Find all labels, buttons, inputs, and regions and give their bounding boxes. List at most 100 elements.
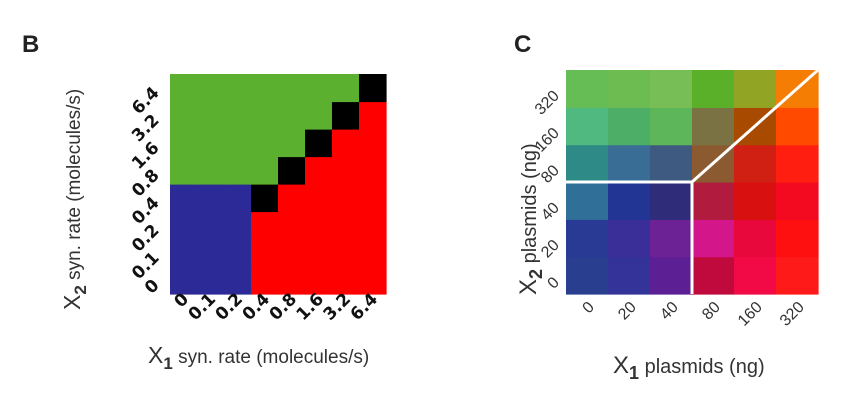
heatmap-c-cell xyxy=(692,107,735,146)
x-label-c-text: plasmids (ng) xyxy=(639,356,765,378)
heatmap-b-cell xyxy=(305,184,333,213)
heatmap-c-cell xyxy=(692,256,735,295)
heatmap-b-cell xyxy=(224,211,252,240)
heatmap-b-cell xyxy=(197,74,225,103)
x-label-b-text: syn. rate (molecules/s) xyxy=(173,347,369,368)
heatmap-c-cell xyxy=(608,70,651,108)
panel-letter-b: B xyxy=(22,31,39,58)
heatmap-c-cell xyxy=(608,219,651,258)
heatmap-c-cell xyxy=(776,144,819,183)
heatmap-b-cell xyxy=(251,129,279,158)
boundary-diagonal xyxy=(691,68,819,184)
heatmap-c-cell xyxy=(692,70,735,108)
heatmap-b-cell xyxy=(224,239,252,268)
heatmap-b-cell xyxy=(197,101,225,130)
panel-letter-c: C xyxy=(514,31,531,58)
heatmap-b-cell xyxy=(359,239,387,268)
heatmap-b-cell xyxy=(170,74,198,103)
heatmap-b-cell xyxy=(305,101,333,130)
heatmap-b-cell xyxy=(170,101,198,130)
heatmap-b-cell xyxy=(278,74,306,103)
heatmap-b-cell xyxy=(359,266,387,295)
heatmap-b-cell xyxy=(305,156,333,185)
x-axis-label-b: X1 syn. rate (molecules/s) xyxy=(148,342,369,373)
heatmap-b-cell xyxy=(251,266,279,295)
y-tick-label-b: 0.4 xyxy=(128,193,164,229)
y-tick-label-c: 320 xyxy=(532,87,563,118)
heatmap-b-cell xyxy=(224,266,252,295)
heatmap-b-cell xyxy=(305,74,333,103)
heatmap-b-cell xyxy=(224,74,252,103)
heatmap-c-cell xyxy=(566,70,609,108)
y-axis-label-b: X2 syn. rate (molecules/s) xyxy=(59,89,90,310)
heatmap-b-cell xyxy=(197,211,225,240)
heatmap-b-cell xyxy=(359,184,387,213)
heatmap-c-cell xyxy=(650,107,693,146)
y-tick-label-c: 80 xyxy=(538,162,563,187)
heatmap-b-cell xyxy=(251,101,279,130)
boundary-lines-c xyxy=(566,68,819,294)
y-tick-label-b: 0.8 xyxy=(128,166,163,201)
heatmap-c-cell xyxy=(776,219,819,258)
y-axis-label-c: X2 plasmids (ng) xyxy=(515,143,546,295)
heatmap-c xyxy=(566,70,819,295)
y-tick-label-b: 6.4 xyxy=(128,83,164,119)
y-label-c-text: plasmids (ng) xyxy=(519,143,541,269)
heatmap-b-cell xyxy=(305,211,333,240)
heatmap-b-cell xyxy=(332,156,360,185)
heatmap-b-cell xyxy=(278,129,306,158)
heatmap-c-cell xyxy=(566,182,609,220)
heatmap-b-cell xyxy=(332,101,360,130)
heatmap-c-cell xyxy=(734,70,777,108)
heatmap-c-cell xyxy=(650,182,693,220)
heatmap-b-cell xyxy=(224,184,252,213)
x-tick-label-c: 0 xyxy=(580,299,598,317)
x-label-c-prefix: X xyxy=(613,352,629,379)
heatmap-c-cell xyxy=(734,256,777,295)
x-label-c-subscript: 1 xyxy=(629,363,639,383)
y-tick-label-b: 0.2 xyxy=(128,221,163,256)
y-tick-label-b: 0.1 xyxy=(128,248,163,283)
heatmap-b-cell xyxy=(305,266,333,295)
heatmap-b-cell xyxy=(359,211,387,240)
x-axis-label-c: X1 plasmids (ng) xyxy=(613,352,765,383)
heatmap-b-cell xyxy=(224,129,252,158)
heatmap-b-cell xyxy=(170,156,198,185)
heatmap-b-cell xyxy=(251,239,279,268)
heatmap-b-cell xyxy=(197,239,225,268)
heatmap-b-cell xyxy=(359,129,387,158)
heatmap-b-cell xyxy=(251,74,279,103)
y-label-b-prefix: X xyxy=(59,295,85,310)
heatmap-c-cell xyxy=(566,219,609,258)
heatmap-b-cell xyxy=(359,156,387,185)
heatmap-b-cell xyxy=(332,129,360,158)
heatmap-b-cell xyxy=(197,156,225,185)
y-tick-label-c: 0 xyxy=(545,274,563,292)
x-tick-label-b: 6.4 xyxy=(347,289,383,325)
heatmap-c-cell xyxy=(650,70,693,108)
y-tick-label-c: 20 xyxy=(538,237,563,262)
heatmap-c-cell xyxy=(566,107,609,146)
heatmap-b-cell xyxy=(278,266,306,295)
heatmap-b-cell xyxy=(332,74,360,103)
heatmap-b-cell xyxy=(332,184,360,213)
x-tick-label-c: 40 xyxy=(657,299,682,324)
heatmap-b-cell xyxy=(278,156,306,185)
heatmap-b-cell xyxy=(224,156,252,185)
y-label-b-text: syn. rate (molecules/s) xyxy=(64,89,85,285)
y-tick-label-b: 1.6 xyxy=(128,138,163,173)
y-tick-label-b: 3.2 xyxy=(128,111,163,146)
heatmap-b-cell xyxy=(332,239,360,268)
y-label-b-subscript: 2 xyxy=(71,285,90,294)
heatmap-b xyxy=(170,74,387,295)
heatmap-c-cell xyxy=(608,144,651,183)
y-label-c-subscript: 2 xyxy=(526,269,546,279)
x-ticks-b: 00.10.20.40.81.63.26.4 xyxy=(171,289,383,325)
heatmap-b-cell xyxy=(278,184,306,213)
y-tick-label-c: 40 xyxy=(538,199,563,224)
heatmap-b-cell xyxy=(170,211,198,240)
y-ticks-b: 00.10.20.40.81.63.26.4 xyxy=(128,83,164,298)
heatmap-b-cell xyxy=(332,211,360,240)
heatmap-b-cell xyxy=(170,184,198,213)
x-tick-label-c: 160 xyxy=(735,299,766,330)
